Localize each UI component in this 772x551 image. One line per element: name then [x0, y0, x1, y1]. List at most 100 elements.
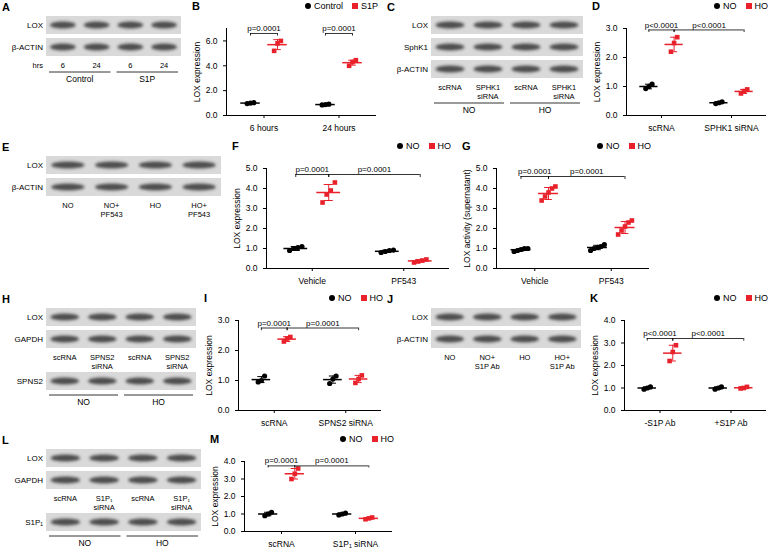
- svg-text:PF543: PF543: [599, 276, 624, 286]
- svg-text:p<0.0001: p<0.0001: [692, 21, 726, 30]
- svg-text:p=0.0001: p=0.0001: [315, 456, 349, 465]
- svg-text:scRNA: scRNA: [54, 494, 77, 503]
- svg-text:β-ACTIN: β-ACTIN: [12, 43, 43, 52]
- svg-text:SphK1: SphK1: [404, 43, 429, 52]
- svg-text:NO: NO: [463, 105, 476, 115]
- svg-text:LOX expression: LOX expression: [210, 466, 220, 527]
- svg-text:LOX activity (supernatant): LOX activity (supernatant): [462, 169, 472, 267]
- svg-text:β-ACTIN: β-ACTIN: [397, 335, 428, 344]
- svg-text:p=0.0001: p=0.0001: [247, 24, 281, 33]
- svg-text:p=0.0001: p=0.0001: [322, 24, 356, 33]
- svg-text:6 hours: 6 hours: [250, 123, 278, 133]
- svg-text:NO: NO: [62, 201, 73, 210]
- svg-text:β-ACTIN: β-ACTIN: [12, 183, 43, 192]
- svg-text:2.0: 2.0: [476, 223, 488, 233]
- svg-text:S1P₁siRNA: S1P₁siRNA: [171, 494, 192, 512]
- svg-text:LOX expression: LOX expression: [592, 41, 602, 102]
- svg-text:p=0.0001: p=0.0001: [518, 167, 552, 176]
- svg-text:p<0.0001: p<0.0001: [691, 329, 725, 338]
- svg-text:SPHK1siRNA: SPHK1siRNA: [476, 83, 501, 101]
- svg-text:LOX expression: LOX expression: [590, 335, 600, 396]
- svg-text:LOX expression: LOX expression: [192, 41, 202, 102]
- svg-text:HO: HO: [519, 353, 530, 362]
- svg-text:3.0: 3.0: [476, 203, 488, 213]
- svg-text:2.0: 2.0: [606, 52, 618, 62]
- svg-text:HO: HO: [152, 397, 165, 407]
- svg-text:p=0.0001: p=0.0001: [306, 319, 340, 328]
- svg-text:HO+PF543: HO+PF543: [188, 201, 210, 219]
- svg-text:2.0: 2.0: [246, 223, 258, 233]
- svg-text:5.0: 5.0: [476, 163, 488, 173]
- svg-text:NO: NO: [77, 397, 90, 407]
- svg-text:p=0.0001: p=0.0001: [358, 165, 392, 174]
- svg-text:1.0: 1.0: [224, 509, 236, 519]
- svg-text:scRNA: scRNA: [268, 539, 295, 549]
- svg-text:HO: HO: [150, 201, 161, 210]
- svg-text:1.0: 1.0: [246, 243, 258, 253]
- svg-text:LOX expression: LOX expression: [232, 188, 242, 249]
- svg-text:HO: HO: [539, 105, 552, 115]
- svg-text:LOX expression: LOX expression: [204, 335, 214, 396]
- svg-text:p=0.0001: p=0.0001: [570, 167, 604, 176]
- svg-text:5.0: 5.0: [246, 163, 258, 173]
- svg-text:SPNS2 siRNA: SPNS2 siRNA: [319, 418, 374, 428]
- svg-text:3.0: 3.0: [246, 203, 258, 213]
- svg-text:p=0.0001: p=0.0001: [295, 165, 329, 174]
- svg-text:6: 6: [128, 61, 132, 70]
- svg-text:H: H: [2, 293, 10, 305]
- svg-text:4.0: 4.0: [206, 61, 218, 71]
- svg-text:3.0: 3.0: [606, 23, 618, 33]
- svg-text:LOX: LOX: [27, 21, 44, 30]
- svg-text:SPHK1siRNA: SPHK1siRNA: [552, 83, 577, 101]
- svg-text:24: 24: [160, 61, 168, 70]
- svg-text:SPNS2: SPNS2: [17, 377, 44, 386]
- svg-text:Vehicle: Vehicle: [299, 276, 327, 286]
- svg-text:L: L: [2, 434, 9, 446]
- svg-text:SPNS2siRNA: SPNS2siRNA: [165, 353, 190, 371]
- svg-text:NO: NO: [78, 538, 91, 548]
- svg-text:NO+PF543: NO+PF543: [101, 201, 123, 219]
- svg-text:4.0: 4.0: [476, 183, 488, 193]
- svg-text:1.0: 1.0: [604, 383, 616, 393]
- svg-text:LOX: LOX: [412, 313, 429, 322]
- svg-text:0.0: 0.0: [476, 263, 488, 273]
- svg-text:-S1P Ab: -S1P Ab: [644, 418, 675, 428]
- svg-text:24 hours: 24 hours: [322, 123, 355, 133]
- svg-text:4.0: 4.0: [604, 315, 616, 325]
- svg-text:NO: NO: [444, 353, 455, 362]
- svg-text:β-ACTIN: β-ACTIN: [397, 65, 428, 74]
- svg-text:0.0: 0.0: [224, 526, 236, 536]
- svg-text:GAPDH: GAPDH: [15, 476, 44, 485]
- svg-text:2.0: 2.0: [218, 345, 230, 355]
- svg-text:A: A: [2, 1, 10, 13]
- svg-text:C: C: [387, 1, 395, 13]
- svg-text:S1P₁: S1P₁: [25, 518, 43, 527]
- svg-text:scRNA: scRNA: [53, 353, 76, 362]
- svg-text:SPNS2siRNA: SPNS2siRNA: [90, 353, 115, 371]
- svg-text:hrs: hrs: [33, 61, 44, 70]
- svg-text:0.0: 0.0: [206, 110, 218, 120]
- svg-text:PF543: PF543: [391, 276, 416, 286]
- svg-text:6.0: 6.0: [206, 36, 218, 46]
- svg-text:LOX: LOX: [27, 313, 44, 322]
- svg-text:scRNA: scRNA: [128, 353, 151, 362]
- svg-text:LOX: LOX: [412, 21, 429, 30]
- svg-text:p<0.0001: p<0.0001: [645, 21, 679, 30]
- svg-text:4.0: 4.0: [224, 456, 236, 466]
- svg-text:0.0: 0.0: [606, 110, 618, 120]
- svg-text:1.0: 1.0: [476, 243, 488, 253]
- svg-text:scRNA: scRNA: [261, 418, 288, 428]
- svg-text:scRNA: scRNA: [648, 123, 675, 133]
- svg-text:6: 6: [61, 61, 65, 70]
- svg-text:1.0: 1.0: [218, 375, 230, 385]
- svg-text:p=0.0001: p=0.0001: [257, 319, 291, 328]
- svg-text:scRNA: scRNA: [514, 83, 537, 92]
- svg-text:LOX: LOX: [27, 454, 44, 463]
- svg-text:HO: HO: [156, 538, 169, 548]
- svg-text:E: E: [2, 141, 9, 153]
- svg-text:+S1P Ab: +S1P Ab: [714, 418, 747, 428]
- svg-text:scRNA: scRNA: [131, 494, 154, 503]
- svg-text:Vehicle: Vehicle: [521, 276, 549, 286]
- svg-text:scRNA: scRNA: [438, 83, 461, 92]
- svg-text:S1P₁siRNA: S1P₁siRNA: [93, 494, 114, 512]
